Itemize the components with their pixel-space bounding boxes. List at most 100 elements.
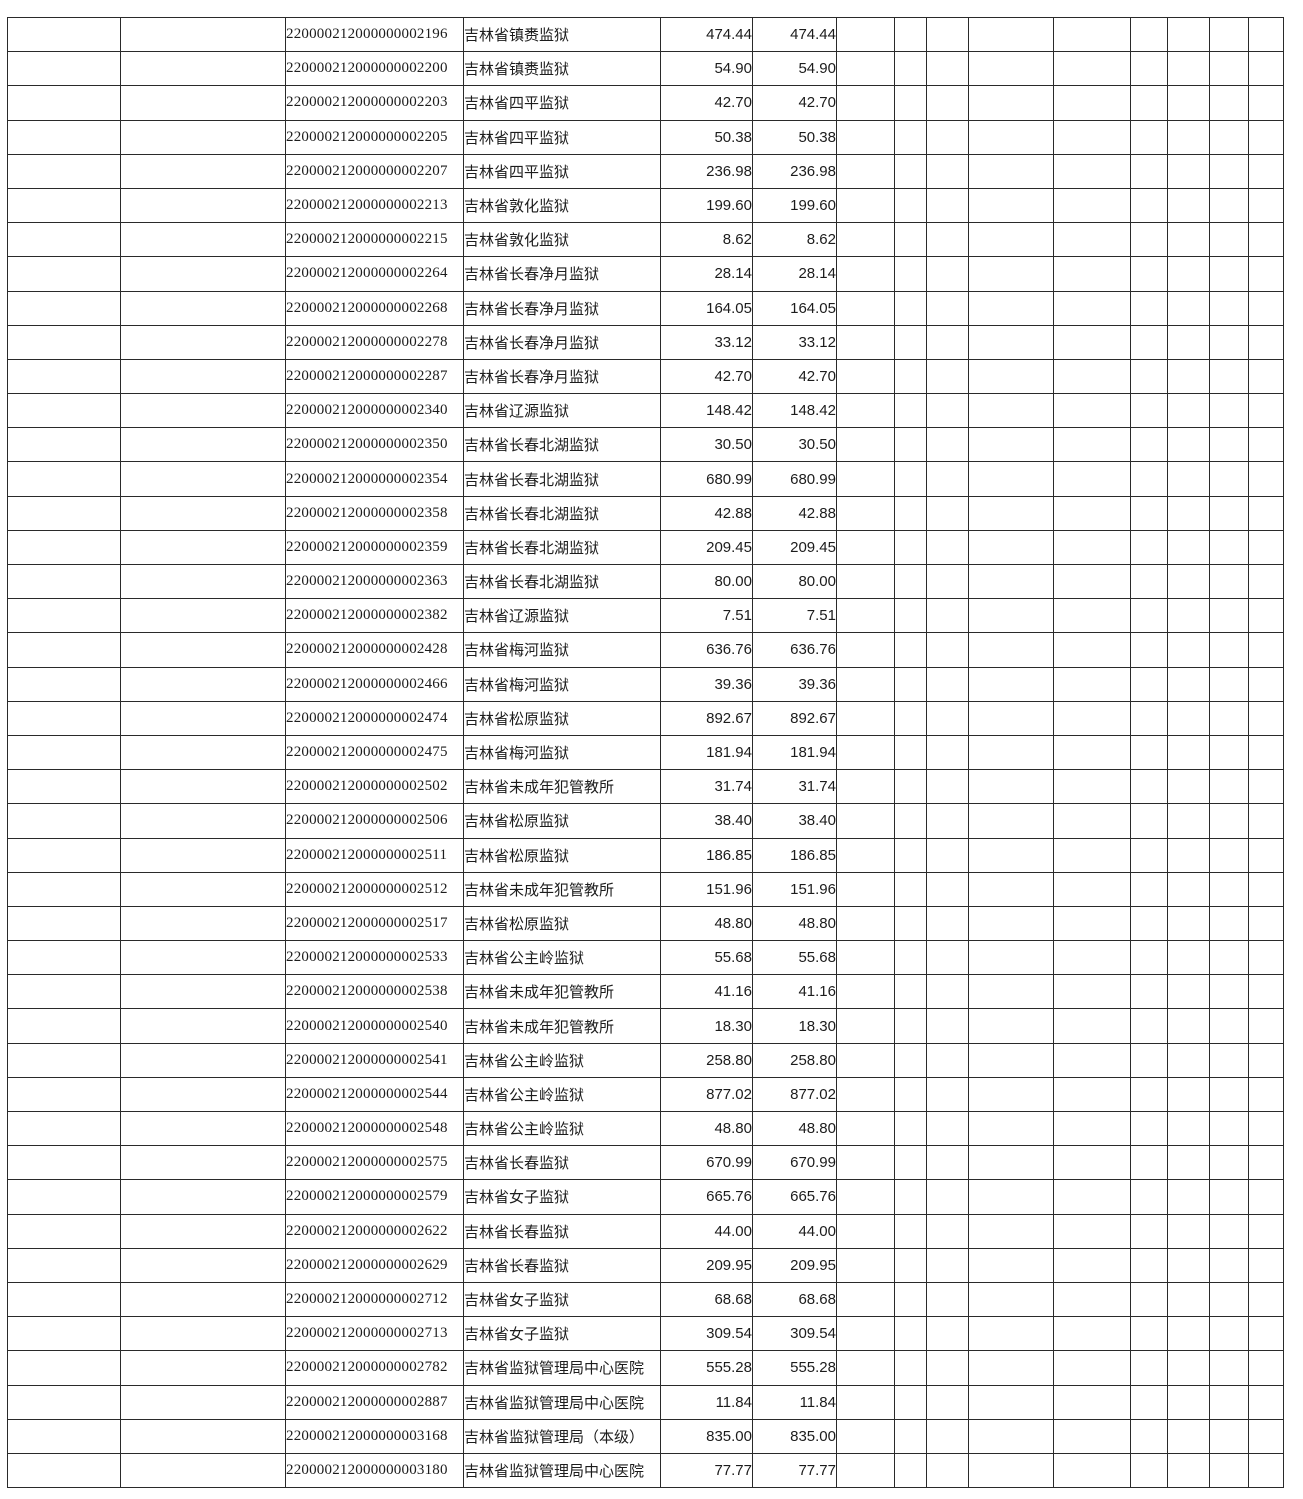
cell-amount-2: 164.05 [752, 290, 837, 326]
cell-unit-code: 220000212000000002278 [285, 324, 464, 360]
cell-unit-name: 吉林省梅河监狱 [463, 632, 661, 668]
cell-empty-right-7 [1167, 256, 1210, 292]
cell-unit-name: 吉林省长春北湖监狱 [463, 563, 661, 600]
cell-empty-left-1 [7, 803, 121, 839]
cell-empty-right-8 [1209, 1316, 1249, 1352]
cell-empty-right-5 [1053, 871, 1131, 907]
cell-empty-right-4 [968, 495, 1054, 531]
cell-empty-left-2 [120, 700, 286, 736]
cell-empty-right-4 [968, 1418, 1054, 1454]
cell-empty-right-5 [1053, 598, 1131, 634]
cell-empty-right-5 [1053, 427, 1131, 463]
cell-unit-code: 220000212000000002205 [285, 119, 464, 155]
cell-empty-right-1 [836, 256, 895, 292]
cell-empty-right-3 [926, 1247, 969, 1283]
cell-empty-right-4 [968, 666, 1054, 702]
cell-amount-1: 38.40 [660, 803, 753, 839]
cell-empty-right-6 [1130, 700, 1168, 736]
cell-empty-left-2 [120, 427, 286, 463]
cell-empty-right-9 [1248, 290, 1284, 326]
cell-empty-right-2 [894, 16, 927, 53]
cell-empty-right-2 [894, 187, 927, 224]
cell-unit-code: 220000212000000002207 [285, 153, 464, 189]
cell-empty-right-6 [1130, 358, 1168, 395]
table-row: 220000212000000002466 吉林省梅河监狱 39.36 39.36 [7, 666, 1284, 702]
cell-empty-right-6 [1130, 563, 1168, 600]
cell-empty-right-5 [1053, 187, 1131, 224]
cell-empty-right-6 [1130, 1350, 1168, 1386]
cell-amount-1: 164.05 [660, 290, 753, 326]
cell-empty-right-8 [1209, 1008, 1249, 1044]
cell-unit-name: 吉林省监狱管理局中心医院 [463, 1350, 661, 1386]
cell-empty-right-6 [1130, 1452, 1168, 1489]
cell-empty-left-1 [7, 119, 121, 155]
cell-empty-right-3 [926, 1179, 969, 1215]
cell-unit-code: 220000212000000002363 [285, 563, 464, 600]
cell-empty-right-9 [1248, 837, 1284, 873]
cell-empty-right-3 [926, 1452, 969, 1489]
cell-empty-right-1 [836, 905, 895, 942]
cell-empty-right-8 [1209, 905, 1249, 942]
table-row: 220000212000000002359 吉林省长春北湖监狱 209.45 209.… [7, 529, 1284, 566]
cell-empty-right-1 [836, 974, 895, 1010]
cell-unit-code: 220000212000000002887 [285, 1384, 464, 1420]
cell-empty-left-1 [7, 1110, 121, 1147]
cell-amount-2: 11.84 [752, 1384, 837, 1420]
cell-empty-right-1 [836, 1076, 895, 1113]
table-row: 220000212000000002215 吉林省敦化监狱 8.62 8.62 [7, 222, 1284, 258]
cell-empty-left-1 [7, 256, 121, 292]
cell-unit-name: 吉林省松原监狱 [463, 905, 661, 942]
cell-empty-left-1 [7, 837, 121, 873]
cell-empty-right-2 [894, 837, 927, 873]
cell-empty-right-7 [1167, 1179, 1210, 1215]
cell-empty-right-8 [1209, 1179, 1249, 1215]
cell-amount-1: 209.95 [660, 1247, 753, 1283]
cell-empty-right-4 [968, 974, 1054, 1010]
cell-empty-left-2 [120, 1008, 286, 1044]
cell-unit-code: 220000212000000002350 [285, 427, 464, 463]
cell-empty-right-9 [1248, 1110, 1284, 1147]
cell-empty-left-2 [120, 461, 286, 497]
cell-empty-left-1 [7, 461, 121, 497]
cell-empty-right-4 [968, 905, 1054, 942]
cell-empty-right-4 [968, 1145, 1054, 1181]
table-row: 220000212000000002354 吉林省长春北湖监狱 680.99 680.… [7, 461, 1284, 497]
cell-unit-code: 220000212000000002287 [285, 358, 464, 395]
cell-empty-left-2 [120, 51, 286, 87]
cell-empty-right-3 [926, 153, 969, 189]
cell-empty-right-1 [836, 1179, 895, 1215]
table-row: 220000212000000003180 吉林省监狱管理局中心医院 77.77 77… [7, 1452, 1284, 1489]
cell-amount-2: 39.36 [752, 666, 837, 702]
cell-unit-code: 220000212000000002196 [285, 16, 464, 53]
cell-empty-right-7 [1167, 16, 1210, 53]
cell-empty-right-7 [1167, 1384, 1210, 1420]
cell-empty-left-1 [7, 393, 121, 429]
table-row: 220000212000000002475 吉林省梅河监狱 181.94 181.94 [7, 734, 1284, 771]
cell-unit-name: 吉林省敦化监狱 [463, 222, 661, 258]
cell-empty-right-5 [1053, 290, 1131, 326]
cell-unit-name: 吉林省未成年犯管教所 [463, 871, 661, 907]
cell-unit-code: 220000212000000002538 [285, 974, 464, 1010]
cell-empty-right-2 [894, 1145, 927, 1181]
cell-empty-right-3 [926, 1008, 969, 1044]
cell-empty-right-3 [926, 974, 969, 1010]
cell-empty-left-1 [7, 153, 121, 189]
cell-empty-left-2 [120, 1213, 286, 1249]
cell-amount-1: 41.16 [660, 974, 753, 1010]
cell-empty-right-2 [894, 1110, 927, 1147]
cell-empty-right-5 [1053, 734, 1131, 771]
cell-empty-right-9 [1248, 940, 1284, 976]
cell-empty-right-2 [894, 1213, 927, 1249]
cell-amount-2: 28.14 [752, 256, 837, 292]
cell-unit-code: 220000212000000002533 [285, 940, 464, 976]
cell-amount-2: 209.95 [752, 1247, 837, 1283]
cell-empty-right-6 [1130, 16, 1168, 53]
cell-empty-right-9 [1248, 598, 1284, 634]
cell-unit-code: 220000212000000002575 [285, 1145, 464, 1181]
cell-amount-1: 42.88 [660, 495, 753, 531]
cell-empty-right-5 [1053, 905, 1131, 942]
cell-unit-code: 220000212000000002340 [285, 393, 464, 429]
cell-empty-right-6 [1130, 837, 1168, 873]
table-row: 220000212000000002540 吉林省未成年犯管教所 18.30 18.3… [7, 1008, 1284, 1044]
cell-empty-right-3 [926, 666, 969, 702]
